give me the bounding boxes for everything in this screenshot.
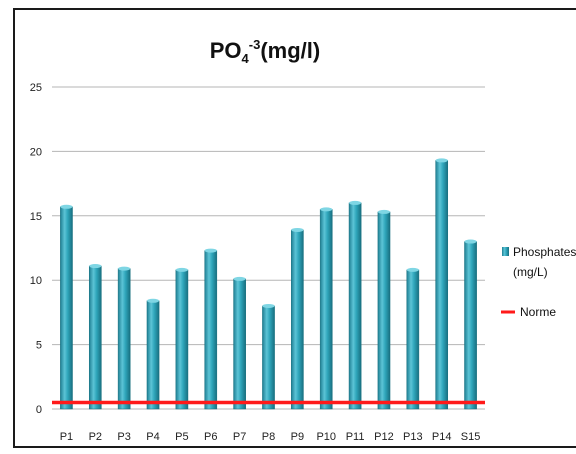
bar-p3 — [117, 268, 131, 410]
bar-p2 — [88, 265, 102, 410]
bar-cap-p14 — [435, 158, 448, 163]
x-tick-label: P11 — [346, 431, 365, 443]
bar-cap-p7 — [233, 276, 246, 281]
legend-swatch-phosphates — [502, 247, 509, 256]
bar-cap-p2 — [89, 264, 102, 269]
x-tick-label: P1 — [60, 431, 73, 443]
y-tick-label: 5 — [36, 340, 42, 352]
x-tick-label: P14 — [432, 431, 452, 443]
bar-p12 — [377, 211, 391, 410]
bar-p8 — [262, 305, 275, 410]
legend-label-phosphates-line1: Phosphates — [513, 245, 576, 259]
bar-cap-p10 — [320, 207, 333, 212]
bar-p1 — [60, 206, 73, 410]
bar-p13 — [406, 269, 420, 410]
x-tick-label: S15 — [461, 431, 481, 443]
x-tick-label: P12 — [374, 431, 394, 443]
legend-label-norme: Norme — [520, 305, 556, 319]
title-unit: (mg/l) — [260, 38, 320, 63]
bar-cap-p8 — [262, 303, 275, 308]
bar-p11 — [348, 202, 362, 410]
x-axis-tick-labels: P1 P2 P3 P4 P5 P6 P7 P8 P9 P10 P11 P12 P13 P14 S15 — [60, 431, 481, 443]
bar-cap-p9 — [291, 227, 304, 232]
x-tick-label: P5 — [175, 431, 188, 443]
bar-p9 — [291, 229, 304, 410]
x-tick-label: P7 — [233, 431, 246, 443]
bar-cap-s15 — [464, 239, 477, 244]
title-main: PO — [210, 38, 242, 63]
bar-p14 — [435, 160, 449, 410]
x-tick-label: P4 — [146, 431, 159, 443]
x-tick-label: P3 — [117, 431, 130, 443]
x-tick-label: P8 — [262, 431, 275, 443]
bar-cap-p3 — [118, 266, 131, 271]
y-tick-label: 15 — [30, 211, 42, 223]
chart-title: PO4-3(mg/l) — [210, 37, 320, 66]
bar-p7 — [233, 278, 246, 410]
bars — [60, 158, 477, 410]
y-tick-label: 0 — [36, 404, 42, 416]
y-tick-label: 20 — [30, 146, 42, 158]
y-axis-tick-labels: 0 5 10 15 20 25 — [30, 82, 42, 416]
y-tick-label: 25 — [30, 82, 42, 94]
chart-frame: PO4-3(mg/l) 0 5 10 15 20 25 P1 P2 P3 P4 P5 P6 P7 P8 P… — [13, 8, 576, 448]
x-tick-label: P6 — [204, 431, 217, 443]
bar-cap-p13 — [406, 267, 419, 272]
bar-p5 — [175, 269, 189, 410]
bar-cap-p12 — [377, 209, 391, 214]
y-tick-label: 10 — [30, 275, 42, 287]
x-tick-label: P9 — [291, 431, 304, 443]
bar-cap-p1 — [60, 204, 73, 209]
bar-cap-p5 — [175, 267, 188, 272]
legend-label-phosphates-line2: (mg/L) — [513, 265, 548, 279]
bar-cap-p4 — [146, 298, 160, 303]
x-tick-label: P13 — [403, 431, 423, 443]
x-tick-label: P10 — [316, 431, 336, 443]
bar-s15 — [464, 241, 477, 410]
title-superscript: -3 — [249, 37, 261, 52]
bar-p10 — [319, 209, 333, 410]
x-tick-label: P2 — [89, 431, 102, 443]
bar-cap-p6 — [204, 248, 217, 253]
legend: Phosphates (mg/L) Norme — [501, 245, 576, 319]
bar-cap-p11 — [349, 200, 362, 205]
title-subscript: 4 — [242, 51, 250, 66]
bar-p6 — [204, 250, 218, 410]
bar-p4 — [146, 300, 160, 410]
